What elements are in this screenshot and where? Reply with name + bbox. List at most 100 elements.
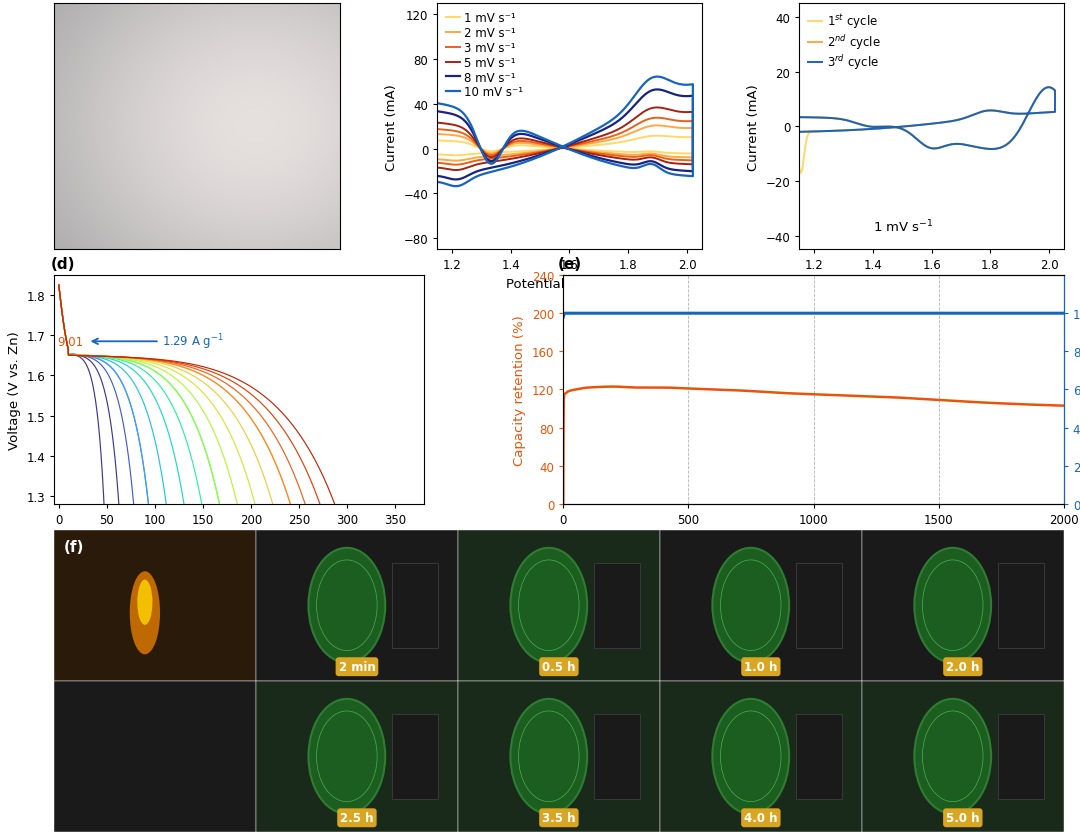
3$^{rd}$ cycle <box>861 125 874 135</box>
Bar <box>998 563 1043 648</box>
3 mV s⁻¹ <box>650 114 663 124</box>
3 mV s⁻¹ <box>449 161 462 171</box>
Bar <box>458 681 660 832</box>
10 mV s⁻¹ <box>449 182 462 192</box>
5 mV s⁻¹ <box>673 160 686 170</box>
X-axis label: Specific capacity (mAh g⁻¹): Specific capacity (mAh g⁻¹) <box>148 532 330 545</box>
Bar <box>54 530 256 681</box>
1$^{st}$ cycle <box>966 111 978 121</box>
Bar <box>660 530 862 681</box>
1$^{st}$ cycle <box>1024 104 1037 115</box>
Line: 3 mV s⁻¹: 3 mV s⁻¹ <box>437 119 693 166</box>
Bar <box>594 563 639 648</box>
Circle shape <box>915 699 991 813</box>
2 mV s⁻¹ <box>517 149 530 159</box>
1 mV s⁻¹ <box>653 131 666 141</box>
Y-axis label: Capacity retention (%): Capacity retention (%) <box>513 314 526 466</box>
Legend: 1 mV s⁻¹, 2 mV s⁻¹, 3 mV s⁻¹, 5 mV s⁻¹, 8 mV s⁻¹, 10 mV s⁻¹: 1 mV s⁻¹, 2 mV s⁻¹, 3 mV s⁻¹, 5 mV s⁻¹, … <box>443 10 526 101</box>
Line: 10 mV s⁻¹: 10 mV s⁻¹ <box>437 78 693 187</box>
2 mV s⁻¹ <box>449 156 462 166</box>
Circle shape <box>309 548 386 663</box>
5 mV s⁻¹ <box>604 129 617 139</box>
X-axis label: Potential (V vs. Zn): Potential (V vs. Zn) <box>505 278 633 290</box>
Text: 0.5 h: 0.5 h <box>542 660 576 674</box>
10 mV s⁻¹ <box>604 117 617 127</box>
2$^{nd}$ cycle <box>793 128 806 138</box>
Line: 5 mV s⁻¹: 5 mV s⁻¹ <box>437 109 693 171</box>
3$^{rd}$ cycle <box>1025 104 1038 114</box>
Bar <box>256 681 458 832</box>
Text: 1.29 A g$^{-1}$: 1.29 A g$^{-1}$ <box>162 332 224 352</box>
2$^{nd}$ cycle <box>861 125 874 135</box>
1$^{st}$ cycle <box>793 165 806 175</box>
1$^{st}$ cycle <box>861 125 874 135</box>
3 mV s⁻¹ <box>653 114 666 124</box>
2$^{nd}$ cycle <box>879 124 892 134</box>
1$^{st}$ cycle <box>879 124 892 134</box>
2$^{nd}$ cycle <box>966 111 978 121</box>
3 mV s⁻¹ <box>662 155 675 165</box>
Bar <box>796 563 841 648</box>
Line: 2$^{nd}$ cycle: 2$^{nd}$ cycle <box>799 88 1055 150</box>
Circle shape <box>713 548 789 663</box>
Text: (e): (e) <box>558 256 582 271</box>
5 mV s⁻¹ <box>650 104 663 114</box>
5 mV s⁻¹ <box>653 104 666 114</box>
5 mV s⁻¹ <box>517 152 530 162</box>
Circle shape <box>713 699 789 813</box>
8 mV s⁻¹ <box>431 171 444 181</box>
1 mV s⁻¹ <box>662 149 675 159</box>
Text: 2.5 h: 2.5 h <box>340 811 374 824</box>
8 mV s⁻¹ <box>449 176 462 186</box>
Bar <box>796 714 841 798</box>
5 mV s⁻¹ <box>499 155 512 166</box>
Y-axis label: Current (mA): Current (mA) <box>747 84 760 171</box>
2 mV s⁻¹ <box>662 152 675 162</box>
Text: (f): (f) <box>64 539 84 554</box>
Line: 2 mV s⁻¹: 2 mV s⁻¹ <box>437 126 693 161</box>
5 mV s⁻¹ <box>431 119 444 129</box>
10 mV s⁻¹ <box>650 73 663 83</box>
3$^{rd}$ cycle <box>793 113 806 123</box>
8 mV s⁻¹ <box>499 161 512 171</box>
Line: 1 mV s⁻¹: 1 mV s⁻¹ <box>437 136 693 156</box>
Text: 2.0 h: 2.0 h <box>946 660 980 674</box>
Text: 1.0 h: 1.0 h <box>744 660 778 674</box>
1$^{st}$ cycle <box>1035 87 1048 97</box>
Circle shape <box>915 548 991 663</box>
3 mV s⁻¹ <box>431 159 444 169</box>
2 mV s⁻¹ <box>650 121 663 131</box>
Circle shape <box>511 699 588 813</box>
3$^{rd}$ cycle <box>985 145 998 155</box>
Text: 5.0 h: 5.0 h <box>946 811 980 824</box>
1$^{st}$ cycle <box>1015 110 1028 120</box>
10 mV s⁻¹ <box>673 171 686 181</box>
3 mV s⁻¹ <box>604 133 617 143</box>
10 mV s⁻¹ <box>662 169 675 179</box>
2 mV s⁻¹ <box>653 121 666 131</box>
2 mV s⁻¹ <box>431 130 444 140</box>
Line: 8 mV s⁻¹: 8 mV s⁻¹ <box>437 90 693 181</box>
X-axis label: Potential (V vs. Zn): Potential (V vs. Zn) <box>868 278 995 290</box>
2$^{nd}$ cycle <box>1042 83 1055 93</box>
1 mV s⁻¹ <box>650 131 663 141</box>
3 mV s⁻¹ <box>673 155 686 166</box>
Circle shape <box>511 548 588 663</box>
10 mV s⁻¹ <box>653 73 666 83</box>
1 mV s⁻¹ <box>604 140 617 150</box>
Legend: 1$^{st}$ cycle, 2$^{nd}$ cycle, 3$^{rd}$ cycle: 1$^{st}$ cycle, 2$^{nd}$ cycle, 3$^{rd}$… <box>806 10 882 74</box>
Bar <box>660 681 862 832</box>
2 mV s⁻¹ <box>673 153 686 163</box>
Circle shape <box>309 699 386 813</box>
Text: 3.5 h: 3.5 h <box>542 811 576 824</box>
3$^{rd}$ cycle <box>966 111 978 121</box>
2$^{nd}$ cycle <box>1025 104 1038 114</box>
1$^{st}$ cycle <box>793 113 806 123</box>
10 mV s⁻¹ <box>431 99 444 109</box>
3 mV s⁻¹ <box>499 153 512 163</box>
8 mV s⁻¹ <box>604 122 617 132</box>
Y-axis label: Current (mA): Current (mA) <box>384 84 397 171</box>
2$^{nd}$ cycle <box>1036 87 1049 97</box>
Bar <box>458 530 660 681</box>
Bar <box>998 714 1043 798</box>
